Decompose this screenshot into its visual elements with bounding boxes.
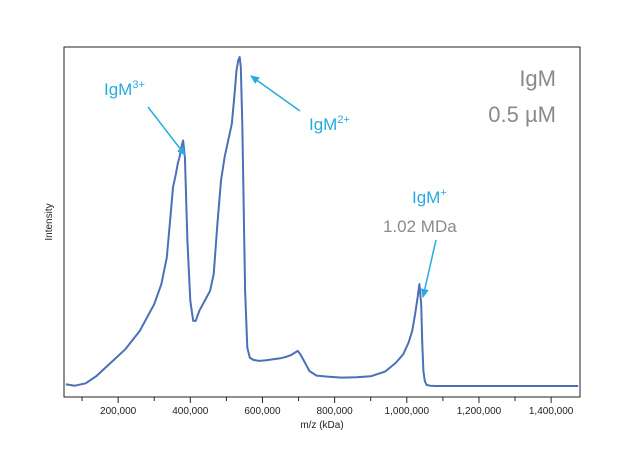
annotation-igm-3plus-base: IgM	[104, 80, 132, 99]
annotation-igm-plus-base: IgM	[412, 188, 440, 207]
annotation-igm-3plus-sup: 3+	[132, 79, 145, 91]
annotation-igm-2plus-sup: 2+	[337, 114, 350, 126]
corner-label-concentration: 0.5 µM	[488, 102, 556, 127]
annotation-igm-plus-sup: +	[440, 187, 446, 199]
corner-label-name: IgM	[519, 66, 556, 91]
x-axis-title: m/z (kDa)	[300, 420, 343, 431]
arrow-igm-3plus	[147, 106, 186, 156]
x-axis-ticks: 200,000 400,000 600,000 800,000 1,000,000 1,2…	[81, 397, 574, 417]
annotation-mass-label: 1.02 MDa	[383, 217, 457, 236]
x-tick-label: 1,200,000	[457, 406, 502, 417]
x-tick-label: 1,400,000	[529, 406, 574, 417]
plot-frame	[63, 46, 581, 398]
arrow-igm-plus	[420, 239, 437, 298]
y-axis-title: Intensity	[44, 203, 55, 240]
annotation-igm-3plus: IgM3+	[104, 79, 145, 99]
x-tick-label: 800,000	[317, 406, 354, 417]
annotation-igm-2plus-base: IgM	[309, 115, 337, 134]
annotation-igm-2plus: IgM2+	[309, 114, 350, 134]
x-tick-label: 200,000	[100, 406, 137, 417]
x-tick-label: 1,000,000	[385, 406, 430, 417]
series-line	[65, 56, 579, 387]
arrow-igm-2plus	[250, 75, 301, 112]
x-tick-label: 400,000	[172, 406, 209, 417]
annotation-igm-plus: IgM+	[412, 187, 447, 207]
x-tick-label: 600,000	[244, 406, 281, 417]
